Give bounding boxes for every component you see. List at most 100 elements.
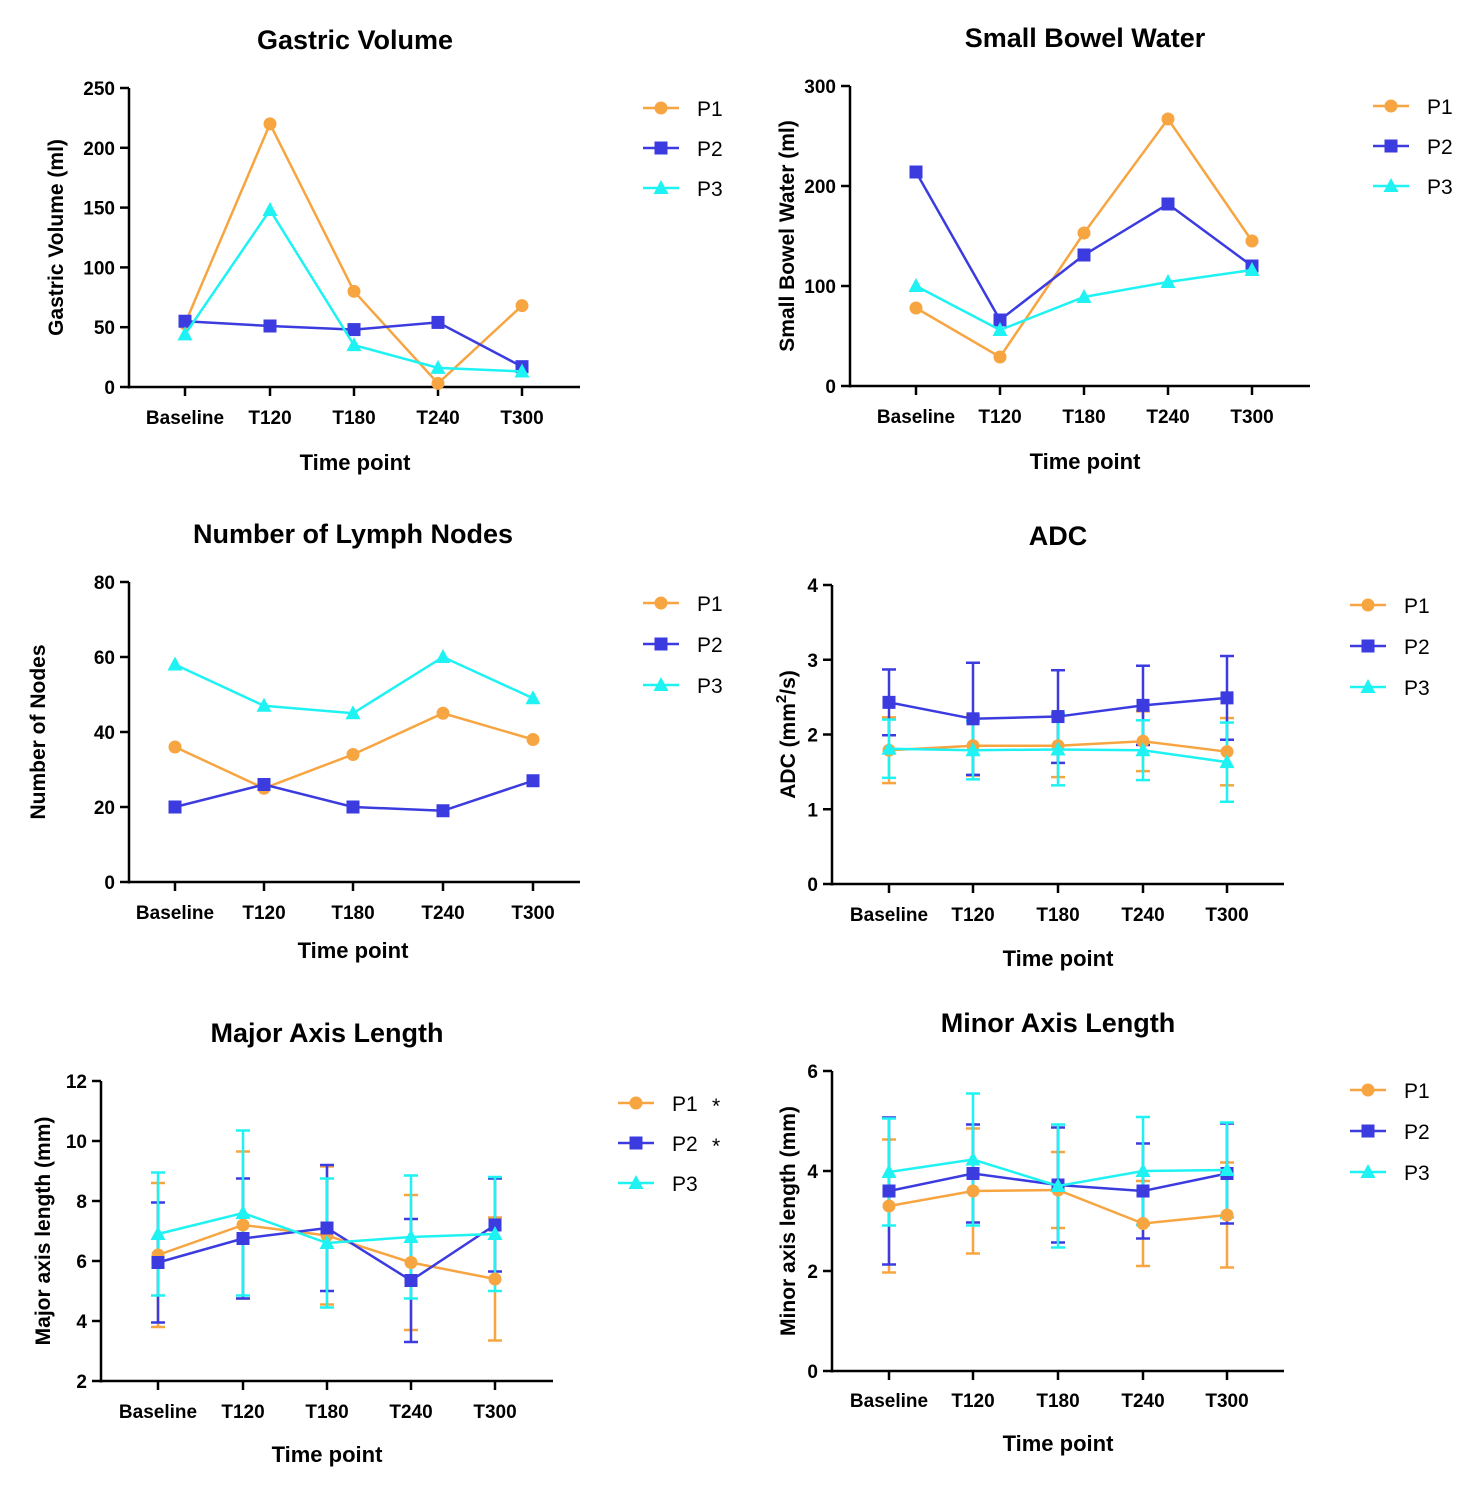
- x-tick-label: T180: [332, 408, 375, 429]
- data-point: [1245, 234, 1259, 248]
- y-tick-label: 300: [804, 77, 836, 98]
- y-tick-label: 100: [83, 258, 115, 279]
- y-tick-label: 2: [76, 1372, 87, 1393]
- chart-title: ADC: [1029, 521, 1088, 551]
- x-tick-label: Baseline: [850, 905, 928, 926]
- legend-marker: [1383, 178, 1399, 192]
- data-point: [515, 299, 529, 313]
- legend-label: P2: [697, 138, 723, 161]
- data-point: [1219, 754, 1235, 769]
- y-tick-label: 8: [76, 1192, 87, 1213]
- error-bars-p3: [882, 712, 1234, 804]
- chart-panel-5: Major Axis Length 2 4 6 8 10 12 Baseline T120 T18…: [32, 1018, 720, 1467]
- data-point: [1136, 698, 1150, 712]
- y-tick-label: 2: [807, 1262, 818, 1283]
- legend-marker: [1360, 1164, 1376, 1178]
- data-point: [1050, 741, 1066, 756]
- legend-marker: [1384, 139, 1398, 153]
- legend-marker: [1361, 1124, 1375, 1138]
- x-tick-label: Baseline: [119, 1402, 197, 1423]
- significance-marker: *: [712, 1095, 720, 1118]
- data-point: [436, 804, 450, 818]
- data-point: [151, 1256, 165, 1269]
- y-axis-title: Major axis length (mm): [32, 1117, 55, 1346]
- legend-marker: [1360, 679, 1376, 693]
- x-tick-label: T240: [416, 408, 459, 429]
- chart-title: Minor Axis Length: [941, 1008, 1176, 1038]
- y-tick-label: 250: [83, 79, 115, 100]
- legend-label: P3: [697, 178, 723, 201]
- legend-marker: [628, 1175, 644, 1189]
- chart-title: Number of Lymph Nodes: [193, 519, 513, 549]
- data-point: [1220, 745, 1234, 759]
- data-point: [177, 326, 193, 341]
- data-point: [966, 712, 980, 726]
- legend-label: P3: [1427, 176, 1453, 199]
- data-point: [966, 1184, 980, 1198]
- legend-label: P3: [672, 1173, 698, 1196]
- x-tick-label: T240: [1146, 407, 1189, 428]
- legend: P1 P2 P3: [643, 593, 723, 698]
- series-p1: [909, 112, 1259, 364]
- y-tick-label: 50: [94, 318, 115, 339]
- data-point: [488, 1272, 502, 1286]
- data-point: [430, 359, 446, 374]
- series-line-p3: [174, 655, 534, 715]
- y-axis-title: ADC (mm2/s): [773, 670, 800, 799]
- x-tick-label: Baseline: [850, 1391, 928, 1412]
- data-point: [1244, 262, 1260, 276]
- data-point: [526, 774, 540, 788]
- data-point: [320, 1221, 334, 1235]
- x-tick-label: Baseline: [877, 407, 955, 428]
- data-point: [909, 165, 923, 179]
- legend-marker: [1361, 639, 1375, 653]
- x-axis-title: Time point: [1003, 1431, 1114, 1456]
- series-p3: [177, 201, 530, 378]
- x-tick-label: T180: [1036, 905, 1079, 926]
- data-point: [256, 697, 272, 712]
- data-point: [909, 301, 923, 315]
- data-point: [431, 315, 445, 329]
- data-point: [1161, 112, 1175, 126]
- data-point: [882, 1184, 896, 1198]
- x-axis-title: Time point: [300, 450, 411, 475]
- series-p2: [882, 691, 1234, 726]
- data-point: [882, 1199, 896, 1213]
- data-point: [236, 1218, 250, 1232]
- x-tick-label: T180: [305, 1402, 348, 1423]
- chart-panel-6: Minor Axis Length 0 2 4 6 Baseline T120 T180 T24…: [777, 1008, 1430, 1456]
- data-point: [263, 319, 277, 333]
- y-tick-label: 4: [807, 576, 818, 597]
- x-tick-label: T300: [1205, 905, 1248, 926]
- y-axis-title: Gastric Volume (ml): [45, 139, 68, 336]
- x-axis-title: Time point: [298, 938, 409, 963]
- y-tick-label: 6: [76, 1252, 87, 1273]
- x-tick-label: T120: [248, 408, 291, 429]
- legend-label: P3: [1404, 677, 1430, 700]
- data-point: [1077, 248, 1091, 262]
- legend: P1 P2 P3: [1373, 96, 1453, 199]
- legend-marker: [1361, 1083, 1375, 1097]
- series-p2: [168, 774, 540, 818]
- y-tick-label: 40: [94, 723, 115, 744]
- chart-panel-3: Number of Lymph Nodes 0 20 40 60 80 Baseline T1…: [27, 519, 723, 963]
- data-point: [1136, 734, 1150, 748]
- data-point: [1219, 1162, 1235, 1176]
- data-point: [882, 695, 896, 709]
- legend-label: P1: [1404, 595, 1430, 618]
- x-tick-label: T180: [331, 903, 374, 924]
- data-point: [319, 1235, 335, 1249]
- x-axis-title: Time point: [272, 1442, 383, 1467]
- x-tick-label: T240: [389, 1402, 432, 1423]
- y-tick-label: 1: [807, 800, 818, 821]
- y-axis-title: Number of Nodes: [27, 644, 50, 819]
- data-point: [403, 1229, 419, 1243]
- data-point: [150, 1226, 166, 1240]
- legend-label: P2: [672, 1133, 698, 1156]
- data-point: [881, 1164, 897, 1178]
- legend-label: P2: [697, 634, 723, 657]
- x-tick-label: T120: [951, 905, 994, 926]
- legend-label: P2: [1404, 636, 1430, 659]
- series-p3: [881, 740, 1235, 769]
